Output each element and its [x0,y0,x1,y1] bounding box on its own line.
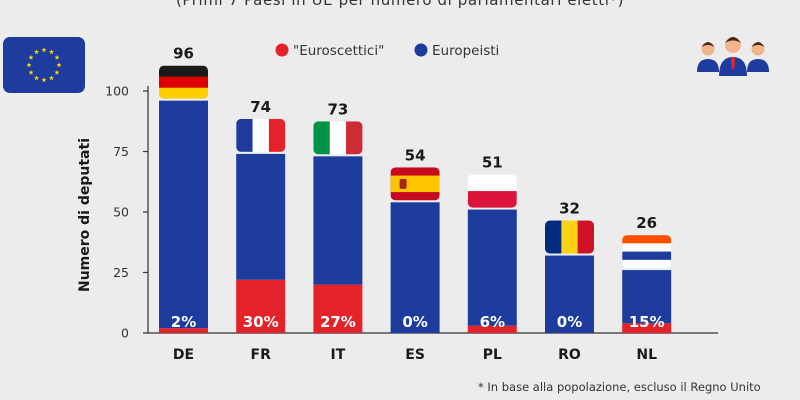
eu-star-icon [28,69,34,75]
chart-subtitle: (Primi 7 Paesi in UE per numero di parla… [175,0,625,9]
netherlands-flag-icon [622,235,672,269]
eu-star-icon [34,75,39,81]
footnote: * In base alla popolazione, escluso il R… [478,380,761,394]
eu-star-icon [54,54,60,60]
bar-share-label-de: 2% [171,313,196,331]
y-tick-label: 50 [113,205,129,220]
x-tick-label-nl: NL [636,347,657,363]
romania-flag-icon [545,220,594,254]
legend-marker-euroscettici [275,43,289,57]
bar-segment-europeisti-es [390,202,440,333]
france-flag-icon [236,118,286,152]
bar-share-label-ro: 0% [557,313,582,331]
eu-star-icon [49,75,54,81]
bar-segment-europeisti-it [313,156,363,285]
eu-star-icon [56,62,62,68]
eu-star-icon [41,77,47,83]
x-tick-label-fr: FR [251,347,272,363]
x-tick-label-pl: PL [483,347,502,363]
bar-segment-europeisti-ro [545,255,594,333]
people-group-icon [697,37,769,76]
bar-segment-europeisti-fr [236,153,286,280]
y-tick-label: 0 [121,326,129,341]
x-tick-label-de: DE [173,347,194,363]
bar-total-label-pl: 51 [482,154,503,172]
bar-segment-euroscettici-it [313,284,363,333]
eu-star-icon [34,49,39,55]
bar-segment-euroscettici-pl [467,325,517,333]
spain-flag-icon [390,167,440,201]
bar-total-label-de: 96 [173,45,194,63]
legend-marker-europeisti [414,43,428,57]
italy-flag-icon [313,121,363,155]
poland-flag-icon [467,174,517,208]
bar-segment-euroscettici-de [159,328,208,333]
bar-total-label-fr: 74 [250,98,271,116]
eu-star-icon [28,54,34,60]
bar-total-label-nl: 26 [636,214,657,232]
eu-flag-icon [3,37,85,93]
bar-total-label-ro: 32 [559,200,580,218]
eu-star-icon [49,49,54,55]
legend: "Euroscettici" Europeisti [275,43,499,59]
eu-star-icon [54,69,60,75]
y-axis-label: Numero di deputati [77,138,93,292]
legend-label-euroscettici: "Euroscettici" [293,43,384,59]
bar-total-label-es: 54 [405,146,426,164]
legend-label-europeisti: Europeisti [432,43,499,59]
bar-segment-europeisti-de [159,100,208,329]
bar-share-label-pl: 6% [480,313,505,331]
bar-total-label-it: 73 [327,100,348,118]
bar-segment-europeisti-nl [622,270,672,324]
x-tick-label-it: IT [331,347,346,363]
y-tick-label: 25 [113,265,129,280]
x-tick-label-es: ES [405,347,425,363]
bar-segment-europeisti-pl [467,209,517,326]
eu-star-icon [26,62,32,68]
x-tick-label-ro: RO [558,347,581,363]
y-tick-label: 100 [105,84,129,99]
y-tick-label: 75 [113,144,129,159]
germany-flag-icon [159,65,208,99]
bar-share-label-es: 0% [402,313,427,331]
bar-share-label-fr: 30% [243,313,279,331]
bar-share-label-it: 27% [320,313,356,331]
bar-segment-euroscettici-fr [236,279,286,333]
bar-share-label-nl: 15% [629,313,665,331]
eu-star-icon [41,47,47,53]
bar-segment-euroscettici-nl [622,323,672,333]
